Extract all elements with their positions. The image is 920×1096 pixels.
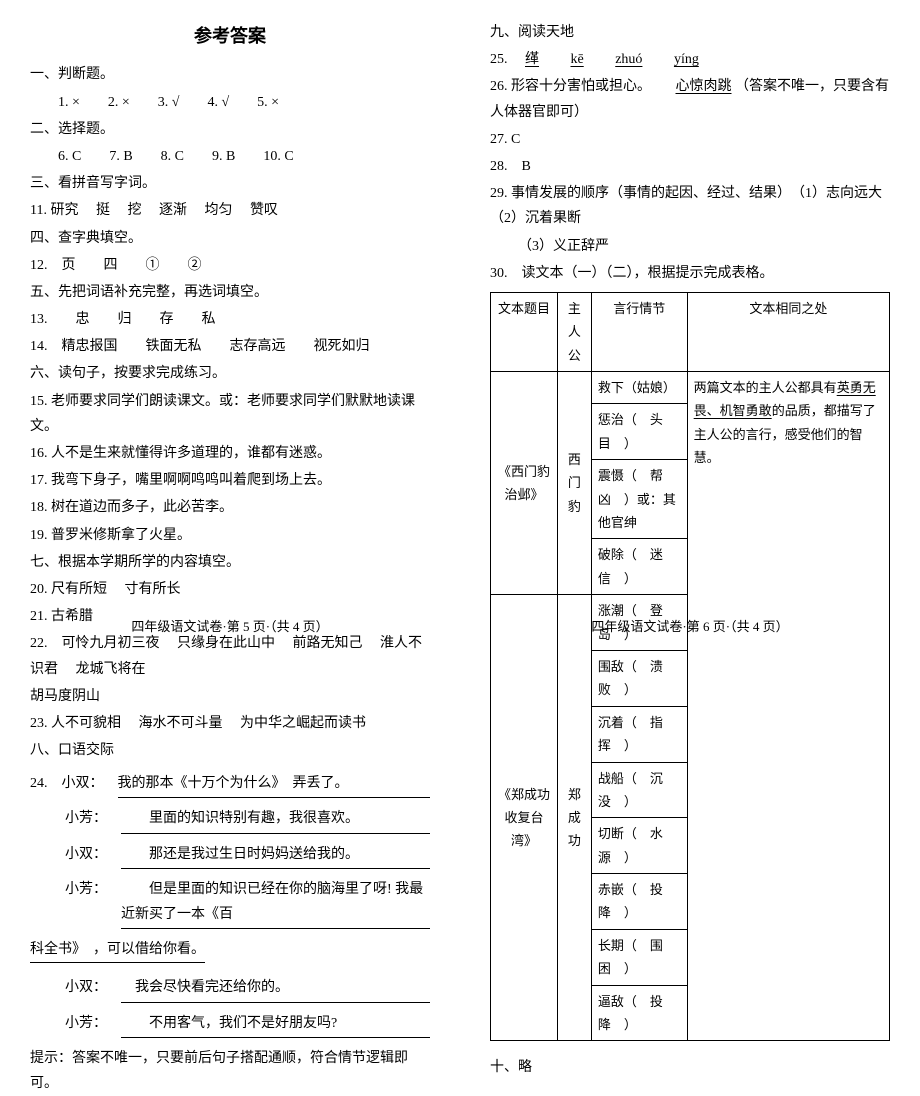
- hint: 提示：答案不唯一，只要前后句子搭配通顺，符合情节逻辑即可。: [30, 1046, 430, 1096]
- s1-answers: 1. × 2. × 3. √ 4. √ 5. ×: [30, 90, 430, 115]
- s6-line2: 16. 人不是生来就懂得许多道理的，谁都有迷惑。: [30, 441, 430, 466]
- s7-line3b: 胡马度阴山: [30, 684, 430, 709]
- q27: 27. C: [490, 127, 890, 152]
- page-left: 参考答案 一、判断题。 1. × 2. × 3. √ 4. √ 5. × 二、选…: [0, 0, 460, 650]
- cell-act: 逼敌（ 投 降 ）: [591, 985, 687, 1041]
- dialog-row: 小双： 那还是我过生日时妈妈送给我的。: [30, 842, 430, 869]
- s5-line2: 14. 精忠报国 铁面无私 志存高远 视死如归: [30, 334, 430, 359]
- s7-line1: 20. 尺有所短 寸有所长: [30, 577, 430, 602]
- dialog-wrap: 科全书》 ，可以借给你看。: [30, 937, 205, 963]
- dialog-speech: 不用客气，我们不是好朋友吗?: [121, 1011, 430, 1038]
- cell-act: 长期（ 围 困 ）: [591, 929, 687, 985]
- q29b: （3）义正辞严: [490, 234, 890, 259]
- dialog-row: 小芳： 但是里面的知识已经在你的脑海里了呀! 我最近新买了一本《百: [30, 877, 430, 929]
- dialog-prefix: 24.: [30, 771, 62, 798]
- cell-title1: 《西门豹治邺》: [491, 372, 558, 595]
- th-acts: 言行情节: [591, 292, 687, 371]
- cell-act: 震慑（ 帮凶 ）或：其他官绅: [591, 460, 687, 539]
- dialog-row: 小双： 我会尽快看完还给你的。: [30, 975, 430, 1002]
- q25: 25. 缂 kē zhuó yíng: [490, 47, 890, 72]
- s6-heading: 六、读句子，按要求完成练习。: [30, 361, 430, 386]
- th-person: 主人公: [557, 292, 591, 371]
- dialog-speech: 我会尽快看完还给你的。: [121, 975, 430, 1002]
- dialog-row: 24. 小双： 我的那本《十万个为什么》 弄丢了。: [30, 771, 430, 798]
- dialog-speaker: 小芳：: [65, 877, 121, 929]
- s7-line4: 23. 人不可貌相 海水不可斗量 为中华之崛起而读书: [30, 711, 430, 736]
- q28: 28. B: [490, 154, 890, 179]
- s5-heading: 五、先把词语补充完整，再选词填空。: [30, 280, 430, 305]
- th-common: 文本相同之处: [687, 292, 889, 371]
- dialog-row: 小芳： 不用客气，我们不是好朋友吗?: [30, 1011, 430, 1038]
- dialog-speaker: 小双：: [62, 771, 118, 798]
- dialog-speaker: 小双：: [65, 842, 121, 869]
- cell-act: 沉着（ 指 挥 ）: [591, 706, 687, 762]
- dialog-speaker: 小芳：: [65, 1011, 121, 1038]
- s5-line1: 13. 忠 归 存 私: [30, 307, 430, 332]
- s4-heading: 四、查字典填空。: [30, 226, 430, 251]
- dialog-speech: 我的那本《十万个为什么》 弄丢了。: [118, 771, 431, 798]
- footer-right: 四年级语文试卷·第 6 页·（共 4 页）: [460, 615, 920, 638]
- s6-line3: 17. 我弯下身子，嘴里啊啊鸣鸣叫着爬到场上去。: [30, 468, 430, 493]
- q29a: 29. 事情发展的顺序（事情的起因、经过、结果） （1）志向远大 （2）沉着果断: [490, 181, 890, 231]
- cell-act: 战船（ 沉 没 ）: [591, 762, 687, 818]
- cell-act: 围敌（ 溃 败 ）: [591, 650, 687, 706]
- s6-line4: 18. 树在道边而多子，此必苦李。: [30, 495, 430, 520]
- s10: 十、略: [490, 1055, 890, 1080]
- s4-line: 12. 页 四 ① ②: [30, 253, 430, 278]
- comparison-table: 文本题目 主人公 言行情节 文本相同之处 《西门豹治邺》 西门豹 救下（姑娘） …: [490, 292, 890, 1042]
- s8-heading: 八、口语交际: [30, 738, 430, 763]
- cell-act: 破除（ 迷信 ）: [591, 539, 687, 595]
- dialog-speech: 但是里面的知识已经在你的脑海里了呀! 我最近新买了一本《百: [121, 877, 430, 929]
- cell-person2: 郑成功: [557, 595, 591, 1041]
- footer-left: 四年级语文试卷·第 5 页·（共 4 页）: [0, 615, 460, 638]
- s2-heading: 二、选择题。: [30, 117, 430, 142]
- s1-heading: 一、判断题。: [30, 62, 430, 87]
- s6-line5: 19. 普罗米修斯拿了火星。: [30, 523, 430, 548]
- dialog-speech: 里面的知识特别有趣，我很喜欢。: [121, 806, 430, 833]
- cell-act: 惩治（ 头目 ）: [591, 404, 687, 460]
- cell-act: 切断（ 水 源 ）: [591, 818, 687, 874]
- page-right: 九、阅读天地 25. 缂 kē zhuó yíng 26. 形容十分害怕或担心。…: [460, 0, 920, 650]
- dialog-row: 小芳： 里面的知识特别有趣，我很喜欢。: [30, 806, 430, 833]
- answer-title: 参考答案: [30, 20, 430, 52]
- table-header-row: 文本题目 主人公 言行情节 文本相同之处: [491, 292, 890, 371]
- s2-answers: 6. C 7. B 8. C 9. B 10. C: [30, 144, 430, 169]
- s9-heading: 九、阅读天地: [490, 20, 890, 45]
- q30: 30. 读文本（一）（二），根据提示完成表格。: [490, 261, 890, 286]
- s3-line: 11. 研究 挺 挖 逐渐 均匀 赞叹: [30, 198, 430, 223]
- s7-line3: 22. 可怜九月初三夜 只缘身在此山中 前路无知己 淮人不识君 龙城飞将在: [30, 631, 430, 681]
- dialog-speech: 那还是我过生日时妈妈送给我的。: [121, 842, 430, 869]
- dialog-speaker: 小芳：: [65, 806, 121, 833]
- cell-common: 两篇文本的主人公都具有英勇无畏、机智勇敢的品质，都描写了主人公的言行，感受他们的…: [687, 372, 889, 1041]
- s7-heading: 七、根据本学期所学的内容填空。: [30, 550, 430, 575]
- cell-title2: 《郑成功收复台湾》: [491, 595, 558, 1041]
- table-row: 《西门豹治邺》 西门豹 救下（姑娘） 两篇文本的主人公都具有英勇无畏、机智勇敢的…: [491, 372, 890, 404]
- s3-heading: 三、看拼音写字词。: [30, 171, 430, 196]
- cell-act: 赤嵌（ 投 降 ）: [591, 874, 687, 930]
- cell-act: 救下（姑娘）: [591, 372, 687, 404]
- dialog-speaker: 小双：: [65, 975, 121, 1002]
- th-title: 文本题目: [491, 292, 558, 371]
- s6-line1: 15. 老师要求同学们朗读课文。或：老师要求同学们默默地读课文。: [30, 389, 430, 439]
- q26: 26. 形容十分害怕或担心。 心惊肉跳 （答案不唯一，只要含有人体器官即可）: [490, 74, 890, 124]
- cell-person1: 西门豹: [557, 372, 591, 595]
